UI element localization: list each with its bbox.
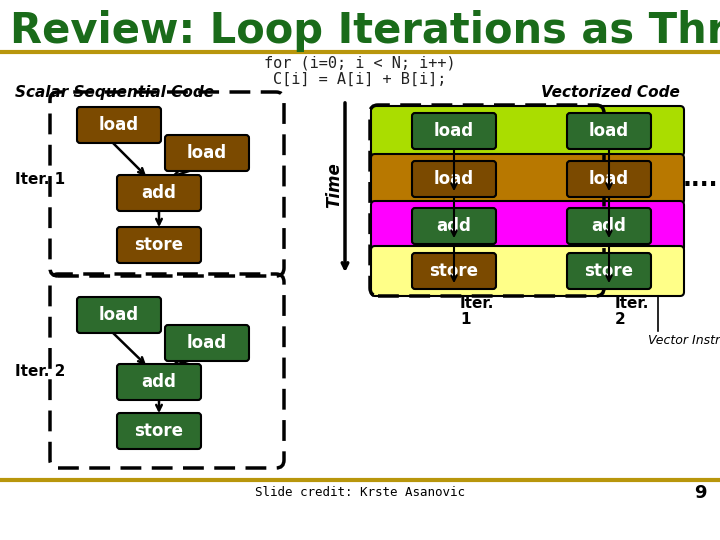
Text: load: load [589, 170, 629, 188]
Text: store: store [135, 236, 184, 254]
Text: load: load [589, 122, 629, 140]
Text: add: add [142, 184, 176, 202]
FancyBboxPatch shape [567, 253, 651, 289]
FancyBboxPatch shape [412, 161, 496, 197]
Text: ....: .... [683, 167, 718, 191]
Text: load: load [434, 170, 474, 188]
Text: load: load [187, 144, 227, 162]
FancyBboxPatch shape [117, 364, 201, 400]
FancyBboxPatch shape [117, 175, 201, 211]
Text: Slide credit: Krste Asanovic: Slide credit: Krste Asanovic [255, 487, 465, 500]
Text: Scalar Sequential Code: Scalar Sequential Code [15, 85, 214, 100]
Text: add: add [436, 217, 472, 235]
Text: Iter. 2: Iter. 2 [15, 364, 66, 380]
FancyBboxPatch shape [412, 253, 496, 289]
FancyBboxPatch shape [412, 113, 496, 149]
Text: add: add [592, 217, 626, 235]
Text: load: load [187, 334, 227, 352]
Text: store: store [135, 422, 184, 440]
FancyBboxPatch shape [567, 113, 651, 149]
Text: add: add [142, 373, 176, 391]
FancyBboxPatch shape [371, 246, 684, 296]
FancyBboxPatch shape [371, 106, 684, 156]
Text: Iter.
1: Iter. 1 [460, 296, 495, 327]
FancyBboxPatch shape [77, 297, 161, 333]
Text: load: load [99, 306, 139, 324]
FancyBboxPatch shape [165, 325, 249, 361]
Text: 9: 9 [694, 484, 706, 502]
Text: Iter.
2: Iter. 2 [615, 296, 649, 327]
FancyBboxPatch shape [567, 161, 651, 197]
FancyBboxPatch shape [371, 154, 684, 204]
Text: load: load [99, 116, 139, 134]
Text: load: load [434, 122, 474, 140]
FancyBboxPatch shape [77, 107, 161, 143]
Text: Vector Instruction: Vector Instruction [648, 334, 720, 347]
FancyBboxPatch shape [117, 413, 201, 449]
FancyBboxPatch shape [412, 208, 496, 244]
Text: store: store [585, 262, 634, 280]
Text: for (i=0; i < N; i++): for (i=0; i < N; i++) [264, 56, 456, 71]
Text: Time: Time [325, 162, 343, 208]
Text: Vectorized Code: Vectorized Code [541, 85, 680, 100]
Text: C[i] = A[i] + B[i];: C[i] = A[i] + B[i]; [274, 72, 446, 87]
Text: Iter. 1: Iter. 1 [15, 172, 65, 187]
FancyBboxPatch shape [371, 201, 684, 251]
Text: Review: Loop Iterations as Threads: Review: Loop Iterations as Threads [10, 10, 720, 52]
FancyBboxPatch shape [165, 135, 249, 171]
Text: store: store [430, 262, 479, 280]
FancyBboxPatch shape [567, 208, 651, 244]
FancyBboxPatch shape [117, 227, 201, 263]
